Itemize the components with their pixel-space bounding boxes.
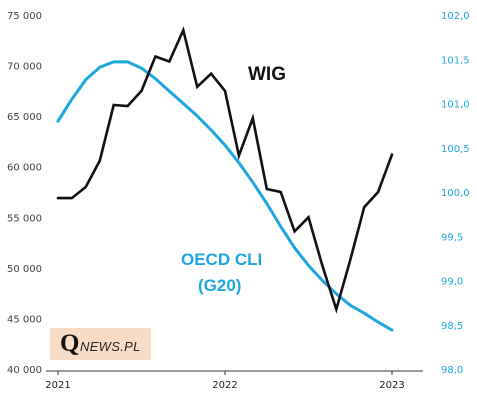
right-tick-label: 100,5 — [441, 144, 470, 155]
left-tick-label: 40 000 — [7, 365, 42, 376]
wig-series-label: WIG — [248, 64, 286, 85]
right-tick-label: 99,5 — [441, 232, 463, 243]
oecd-series-label-line2: (G20) — [198, 276, 241, 295]
logo-text: NEWS.PL — [80, 339, 141, 354]
x-tick-label: 2022 — [212, 380, 237, 391]
left-tick-label: 45 000 — [7, 314, 42, 325]
oecd-cli-line — [56, 60, 394, 332]
qnews-logo: Q NEWS.PL — [50, 328, 151, 360]
x-axis: 2021 2022 2023 — [45, 370, 423, 391]
left-tick-label: 60 000 — [7, 163, 42, 174]
left-tick-label: 65 000 — [7, 112, 42, 123]
right-tick-label: 98,5 — [441, 321, 463, 332]
x-tick-label: 2023 — [379, 380, 404, 391]
right-tick-label: 98,0 — [441, 365, 463, 376]
left-tick-label: 55 000 — [7, 213, 42, 224]
logo-q: Q — [60, 330, 80, 357]
left-tick-label: 75 000 — [7, 11, 42, 22]
right-tick-label: 102,0 — [441, 11, 470, 22]
wig-line — [56, 26, 394, 314]
x-tick-label: 2021 — [45, 380, 70, 391]
right-tick-label: 99,0 — [441, 277, 463, 288]
right-tick-label: 101,5 — [441, 55, 470, 66]
oecd-series-label-line1: OECD CLI — [181, 250, 262, 269]
right-axis-ticks: 98,0 98,5 99,0 99,5 100,0 100,5 101,0 101,5 102,… — [441, 11, 470, 376]
left-axis-ticks: 40 000 45 000 50 000 55 000 60 000 65 000 70 0… — [7, 11, 42, 376]
right-tick-label: 100,0 — [441, 188, 470, 199]
right-tick-label: 101,0 — [441, 100, 470, 111]
left-tick-label: 70 000 — [7, 62, 42, 73]
left-tick-label: 50 000 — [7, 264, 42, 275]
